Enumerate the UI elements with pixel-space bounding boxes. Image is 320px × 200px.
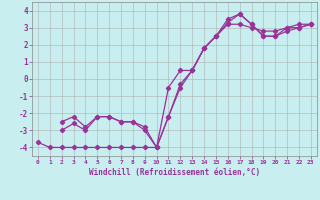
X-axis label: Windchill (Refroidissement éolien,°C): Windchill (Refroidissement éolien,°C) (89, 168, 260, 177)
